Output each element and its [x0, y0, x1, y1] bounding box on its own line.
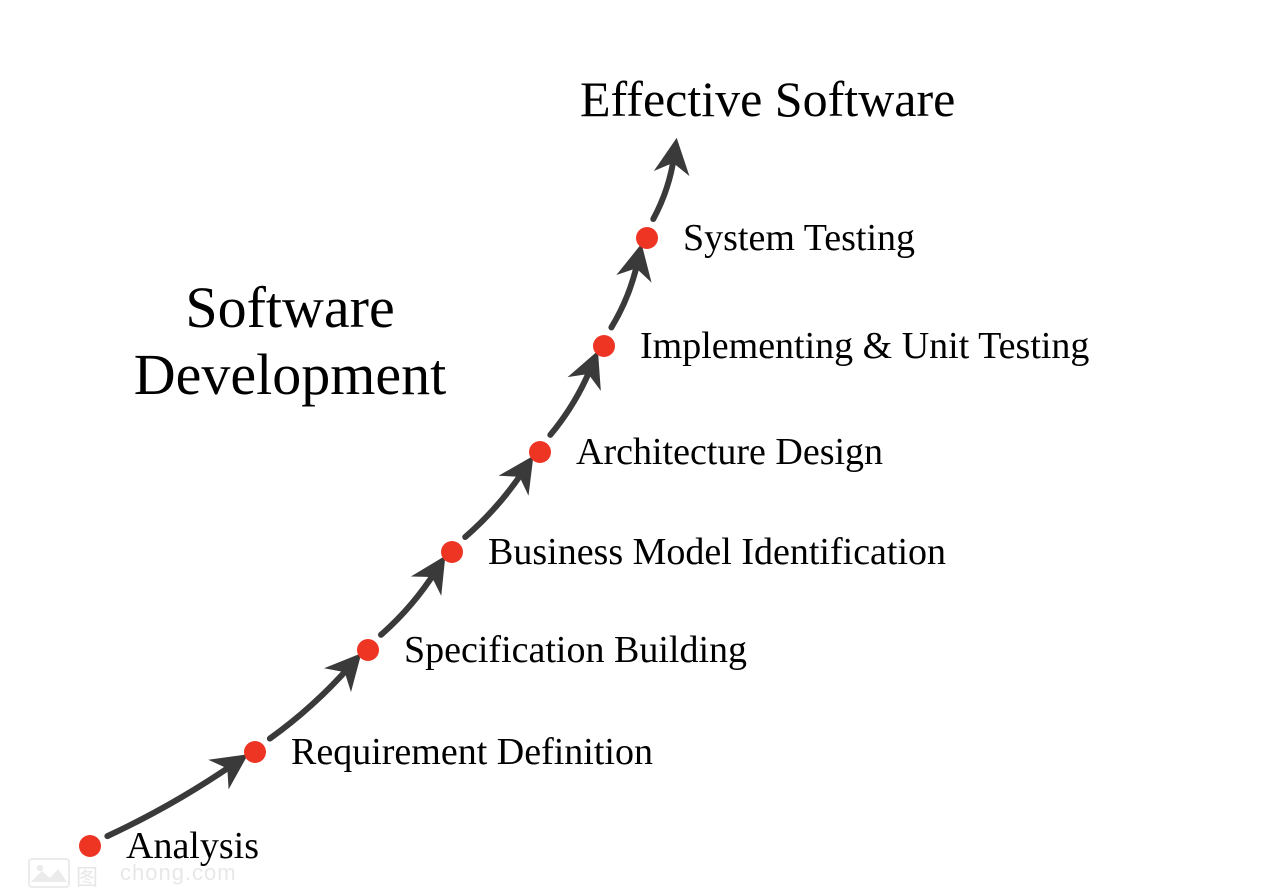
- flow-node-label: Business Model Identification: [488, 530, 946, 574]
- flow-arrow: [270, 667, 350, 739]
- title-line2: Development: [134, 342, 446, 407]
- watermark-left: 图: [76, 860, 99, 892]
- watermark-icon: [28, 858, 70, 893]
- diagram-stage: Software Development Effective Software …: [0, 0, 1280, 896]
- flow-node-dot: [357, 639, 379, 661]
- title-line1: Software: [185, 275, 394, 340]
- flow-node-label: Requirement Definition: [291, 730, 653, 774]
- flow-node-dot: [636, 227, 658, 249]
- flow-arrow: [381, 571, 436, 635]
- flow-arrow: [465, 471, 523, 537]
- flow-arrow: [550, 367, 591, 434]
- diagram-title: Software Development: [90, 275, 490, 408]
- flow-node-dot: [441, 541, 463, 563]
- flow-node-label: System Testing: [683, 216, 915, 260]
- flow-node-label: Implementing & Unit Testing: [640, 324, 1089, 368]
- watermark-right: chong.com: [120, 860, 237, 886]
- flow-arrow: [611, 261, 637, 327]
- flow-node-dot: [593, 335, 615, 357]
- flow-arrow: [653, 156, 674, 219]
- goal-label: Effective Software: [580, 70, 955, 128]
- flow-node-dot: [79, 835, 101, 857]
- flow-node-dot: [244, 741, 266, 763]
- flow-node-label: Specification Building: [404, 628, 747, 672]
- flow-node-label: Architecture Design: [576, 430, 883, 474]
- flow-node-dot: [529, 441, 551, 463]
